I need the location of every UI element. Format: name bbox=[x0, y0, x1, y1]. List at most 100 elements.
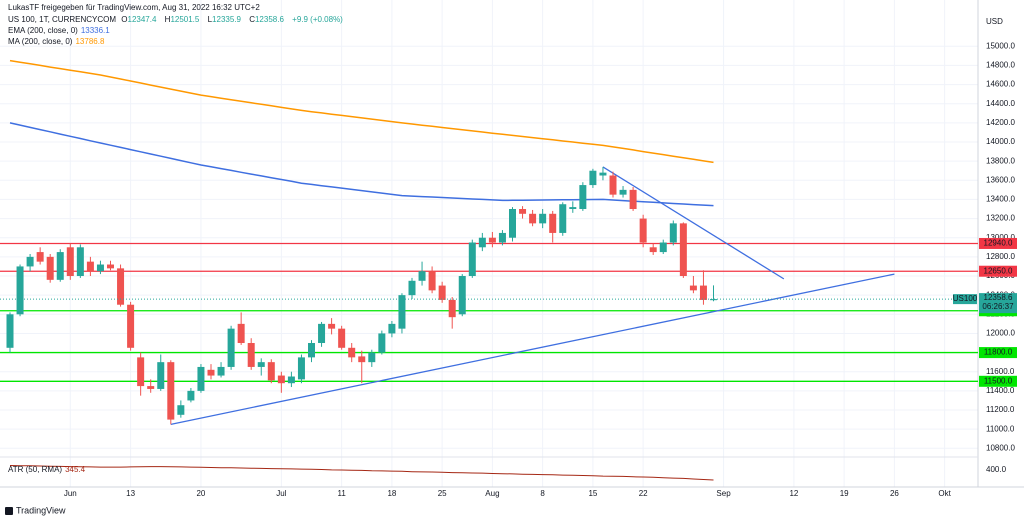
ohlc-value: 12358.6 bbox=[254, 15, 284, 24]
candle-body bbox=[66, 247, 74, 277]
candle-body bbox=[358, 356, 366, 363]
x-tick-label: 13 bbox=[126, 489, 135, 498]
candle-body bbox=[468, 242, 476, 277]
candle-body bbox=[227, 328, 235, 367]
y-tick-label: 11200.0 bbox=[986, 405, 1015, 414]
y-tick-label: 13800.0 bbox=[986, 156, 1015, 165]
candle-body bbox=[217, 366, 225, 376]
y-tick-label: 11000.0 bbox=[986, 424, 1015, 433]
atr-legend: ATR (50, RMA) 345.4 bbox=[8, 465, 88, 474]
level-label: 11500.0 bbox=[984, 376, 1013, 385]
ohlc-value: 12501.5 bbox=[170, 15, 200, 24]
level-label: 12940.0 bbox=[984, 239, 1013, 248]
last-price-label: 12358.6 bbox=[984, 293, 1013, 302]
x-tick-label: 12 bbox=[789, 489, 798, 498]
candle-body bbox=[669, 223, 677, 243]
candle-body bbox=[488, 237, 496, 243]
y-tick-label: 13000.0 bbox=[986, 233, 1015, 242]
candle-body bbox=[297, 357, 305, 380]
y-tick-label: 14200.0 bbox=[986, 118, 1015, 127]
candle-body bbox=[609, 175, 617, 195]
candle-body bbox=[257, 362, 265, 367]
atr-name: ATR (50, RMA) bbox=[8, 465, 63, 474]
level-label-box bbox=[979, 237, 1017, 249]
ma-legend: MA (200, close, 0) 13786.8 bbox=[8, 37, 107, 46]
candle-body bbox=[277, 375, 285, 384]
y-tick-label: 13200.0 bbox=[986, 214, 1015, 223]
symbol-tag: US100 bbox=[953, 294, 978, 303]
x-tick-label: Sep bbox=[716, 489, 731, 498]
overlay-line bbox=[9, 122, 714, 207]
ohlc-value: 12335.9 bbox=[212, 15, 241, 24]
y-tick-label: 14400.0 bbox=[986, 99, 1015, 108]
candle-body bbox=[398, 295, 406, 329]
last-price-box bbox=[979, 293, 1017, 314]
ohlc-item: L12335.9 bbox=[208, 15, 244, 24]
level-label-box bbox=[979, 347, 1017, 359]
atr-tick-label: 400.0 bbox=[986, 465, 1007, 474]
candle-body bbox=[177, 405, 185, 415]
header-text: LukasTF freigegeben für TradingView.com,… bbox=[8, 3, 260, 12]
y-tick-label: 11600.0 bbox=[986, 367, 1015, 376]
countdown: 06:26:37 bbox=[982, 302, 1014, 311]
candle-body bbox=[599, 172, 607, 176]
candle-body bbox=[388, 323, 396, 334]
y-tick-label: 13400.0 bbox=[986, 195, 1015, 204]
ma-value: 13786.8 bbox=[75, 37, 105, 46]
header: LukasTF freigegeben für TradingView.com,… bbox=[8, 3, 263, 12]
candle-body bbox=[197, 366, 205, 391]
ohlc-letter: L bbox=[207, 15, 213, 24]
candle-body bbox=[529, 213, 537, 224]
candle-body bbox=[6, 314, 14, 348]
candle-body bbox=[308, 343, 315, 358]
candle-body bbox=[478, 237, 486, 248]
candle-body bbox=[509, 209, 516, 238]
candle-body bbox=[710, 299, 717, 301]
candle-body bbox=[418, 271, 426, 281]
candle-body bbox=[56, 252, 64, 280]
ema-value: 13336.1 bbox=[80, 26, 110, 35]
candle-body bbox=[559, 204, 567, 233]
candle-body bbox=[16, 266, 24, 315]
candle-body bbox=[348, 347, 356, 358]
y-tick-label: 12800.0 bbox=[986, 252, 1015, 261]
level-label-box bbox=[979, 375, 1017, 387]
x-tick-label: Jul bbox=[276, 489, 286, 498]
candle-body bbox=[378, 333, 386, 353]
candle-body bbox=[127, 304, 135, 348]
ohlc-letter: C bbox=[249, 15, 255, 24]
level-label-box bbox=[979, 265, 1017, 277]
ma-name: MA (200, close, 0) bbox=[8, 37, 73, 46]
candle-body bbox=[569, 207, 577, 210]
candle-body bbox=[539, 213, 547, 224]
candle-body bbox=[247, 343, 255, 367]
candle-body bbox=[36, 252, 44, 262]
candle-body bbox=[368, 352, 376, 363]
x-tick-label: 18 bbox=[387, 489, 396, 498]
candle-body bbox=[207, 369, 215, 376]
candle-body bbox=[26, 256, 34, 267]
candle-body bbox=[448, 299, 456, 318]
candle-body bbox=[267, 362, 275, 381]
x-tick-label: 26 bbox=[890, 489, 899, 498]
x-tick-label: 15 bbox=[588, 489, 597, 498]
candle-body bbox=[76, 247, 84, 277]
x-tick-label: Aug bbox=[485, 489, 499, 498]
x-tick-label: 11 bbox=[337, 489, 346, 498]
level-label: 12650.0 bbox=[984, 266, 1013, 275]
y-tick-label: 14000.0 bbox=[986, 137, 1015, 146]
candle-body bbox=[96, 264, 104, 272]
ohlc-item: O12347.4 bbox=[121, 15, 159, 24]
candle-body bbox=[589, 170, 597, 186]
candle-body bbox=[46, 256, 54, 280]
candle-body bbox=[157, 362, 165, 389]
candle-body bbox=[458, 276, 466, 315]
ohlc-letter: H bbox=[164, 15, 171, 24]
candle-body bbox=[549, 213, 557, 233]
x-tick-label: 25 bbox=[438, 489, 447, 498]
candle-body bbox=[498, 232, 506, 243]
symbol: US 100, 1T, CURRENCYCOM bbox=[8, 15, 117, 24]
candle-body bbox=[629, 189, 637, 210]
y-tick-label: 11400.0 bbox=[986, 386, 1015, 395]
